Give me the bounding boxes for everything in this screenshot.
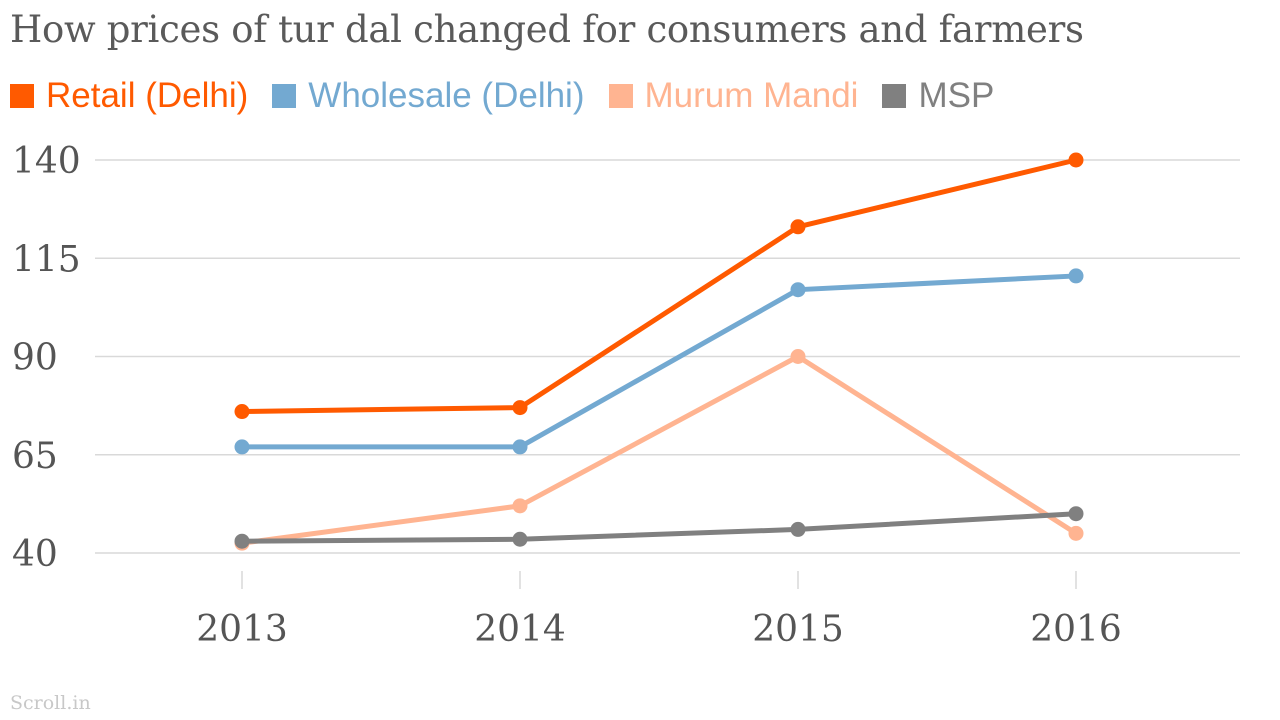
x-tick-label: 2015 bbox=[752, 609, 844, 650]
x-tick-label: 2013 bbox=[196, 609, 288, 650]
legend-item-murum-mandi: Murum Mandi bbox=[608, 76, 859, 116]
data-point-3-1 bbox=[512, 531, 528, 547]
data-point-0-0 bbox=[234, 404, 250, 420]
legend-item-msp: MSP bbox=[882, 76, 994, 116]
series-line-2 bbox=[239, 354, 1079, 546]
chart-title: How prices of tur dal changed for consum… bbox=[10, 8, 1084, 51]
series-line-3 bbox=[239, 511, 1079, 544]
x-tick-label: 2014 bbox=[474, 609, 566, 650]
y-tick-label: 115 bbox=[12, 239, 81, 280]
legend-item-wholesale: Wholesale (Delhi) bbox=[272, 76, 585, 116]
legend-swatch-wholesale bbox=[272, 84, 297, 108]
series-line-0 bbox=[239, 157, 1079, 415]
data-point-3-0 bbox=[234, 533, 250, 549]
data-point-0-1 bbox=[512, 400, 528, 416]
data-point-0-2 bbox=[790, 219, 806, 235]
y-tick-label: 140 bbox=[12, 141, 81, 182]
source-credit: Scroll.in bbox=[10, 692, 91, 714]
legend-swatch-murum-mandi bbox=[608, 84, 633, 108]
data-point-2-2 bbox=[790, 349, 806, 364]
data-point-1-2 bbox=[790, 282, 806, 298]
legend-swatch-retail bbox=[10, 84, 34, 108]
legend-label-murum-mandi: Murum Mandi bbox=[644, 76, 859, 115]
data-point-3-3 bbox=[1068, 506, 1084, 522]
data-point-2-1 bbox=[512, 498, 528, 514]
data-point-2-3 bbox=[1068, 525, 1084, 541]
legend-swatch-msp bbox=[882, 84, 907, 108]
legend-label-msp: MSP bbox=[918, 76, 995, 115]
data-point-3-2 bbox=[790, 521, 806, 537]
y-tick-label: 90 bbox=[12, 338, 58, 379]
data-point-0-3 bbox=[1068, 152, 1084, 168]
data-point-1-3 bbox=[1068, 268, 1084, 284]
data-point-1-0 bbox=[234, 439, 250, 455]
y-tick-label: 65 bbox=[12, 436, 58, 477]
series-line-1 bbox=[239, 273, 1079, 450]
legend-label-wholesale: Wholesale (Delhi) bbox=[308, 76, 585, 115]
y-tick-label: 40 bbox=[12, 534, 58, 575]
legend-item-retail: Retail (Delhi) bbox=[10, 76, 248, 116]
x-tick-label: 2016 bbox=[1030, 609, 1122, 650]
legend-label-retail: Retail (Delhi) bbox=[46, 76, 249, 115]
legend: Retail (Delhi) Wholesale (Delhi) Murum M… bbox=[10, 76, 1018, 116]
data-point-1-1 bbox=[512, 439, 528, 455]
